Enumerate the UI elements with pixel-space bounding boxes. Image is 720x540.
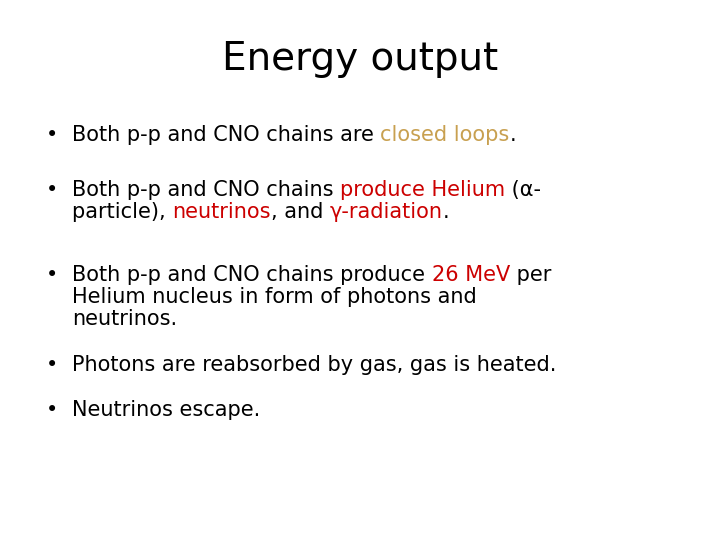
Text: γ-radiation: γ-radiation bbox=[330, 202, 443, 222]
Text: •: • bbox=[46, 355, 58, 375]
Text: Both p-p and CNO chains: Both p-p and CNO chains bbox=[72, 180, 340, 200]
Text: .: . bbox=[510, 125, 516, 145]
Text: (α-: (α- bbox=[505, 180, 541, 200]
Text: Both p-p and CNO chains produce: Both p-p and CNO chains produce bbox=[72, 265, 431, 285]
Text: 26 MeV: 26 MeV bbox=[431, 265, 510, 285]
Text: Helium nucleus in form of photons and: Helium nucleus in form of photons and bbox=[72, 287, 477, 307]
Text: •: • bbox=[46, 180, 58, 200]
Text: Photons are reabsorbed by gas, gas is heated.: Photons are reabsorbed by gas, gas is he… bbox=[72, 355, 557, 375]
Text: per: per bbox=[510, 265, 552, 285]
Text: •: • bbox=[46, 400, 58, 420]
Text: particle),: particle), bbox=[72, 202, 172, 222]
Text: closed loops: closed loops bbox=[380, 125, 510, 145]
Text: neutrinos.: neutrinos. bbox=[72, 309, 177, 329]
Text: , and: , and bbox=[271, 202, 330, 222]
Text: Energy output: Energy output bbox=[222, 40, 498, 78]
Text: Neutrinos escape.: Neutrinos escape. bbox=[72, 400, 260, 420]
Text: neutrinos: neutrinos bbox=[172, 202, 271, 222]
Text: produce Helium: produce Helium bbox=[340, 180, 505, 200]
Text: •: • bbox=[46, 125, 58, 145]
Text: •: • bbox=[46, 265, 58, 285]
Text: .: . bbox=[443, 202, 449, 222]
Text: Both p-p and CNO chains are: Both p-p and CNO chains are bbox=[72, 125, 380, 145]
